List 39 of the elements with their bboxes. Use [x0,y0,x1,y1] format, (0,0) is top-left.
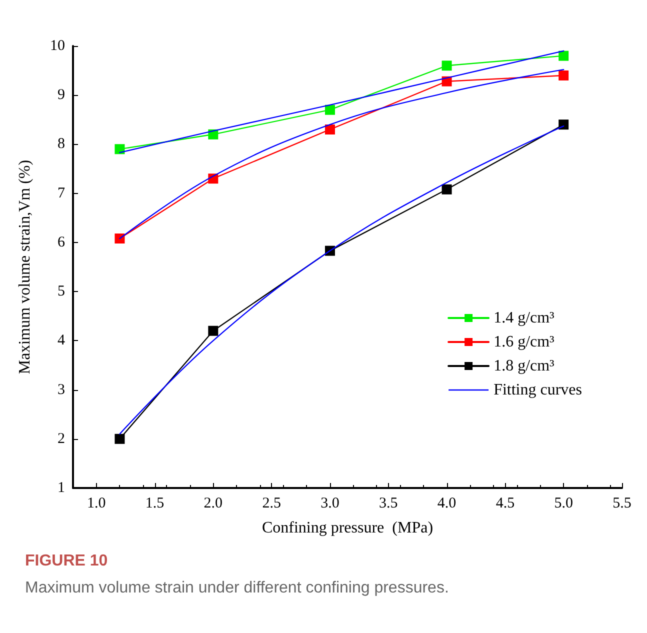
point [558,50,569,61]
y-tick-label: 6 [58,234,66,250]
y-tick-label: 5 [58,284,65,300]
y-tick-label: 10 [50,38,65,54]
x-tick-label: 2.5 [262,496,281,512]
text: FIGURE 10 [25,552,108,570]
x-tick-label: 4.5 [496,496,515,512]
x-tick-label: 5.5 [612,496,632,512]
x-tick-label: 4.0 [437,496,456,512]
y-tick-label: 1 [58,480,65,496]
x-axis-title: Confining pressure (MPa) [262,520,434,536]
y-tick-label: 7 [58,185,66,202]
legend-label: 1.8 g/cm³ [494,358,555,374]
point [114,234,125,244]
legend-label: 1.4 g/cm³ [494,310,555,326]
y-tick-label: 2 [58,430,65,447]
point [558,120,569,130]
legend-label: Fitting curves [494,382,582,398]
point [442,60,452,71]
y-tick-label: 8 [58,136,65,152]
point [208,326,218,336]
legend-label: 1.6 g/cm³ [494,334,555,350]
x-tick-label: 1.5 [145,496,164,512]
x-tick-label: 3.0 [320,496,340,512]
y-tick-label: 3 [58,382,65,398]
x-tick-label: 2.0 [204,496,223,512]
point [114,144,125,154]
point [324,104,335,115]
point [442,184,452,194]
y-axis-title: Maximum volume strain,Vm (%) [16,160,34,374]
point [324,124,335,134]
point [114,434,125,444]
x-tick-label: 3.5 [379,496,398,512]
x-tick-label: 1.0 [86,496,106,512]
x-tick-label: 5.0 [554,496,573,512]
y-tick-label: 9 [58,87,65,104]
y-tick-label: 4 [58,332,66,349]
text: Maximum volume strain under different confining pressures. [25,580,449,596]
point [558,70,569,80]
